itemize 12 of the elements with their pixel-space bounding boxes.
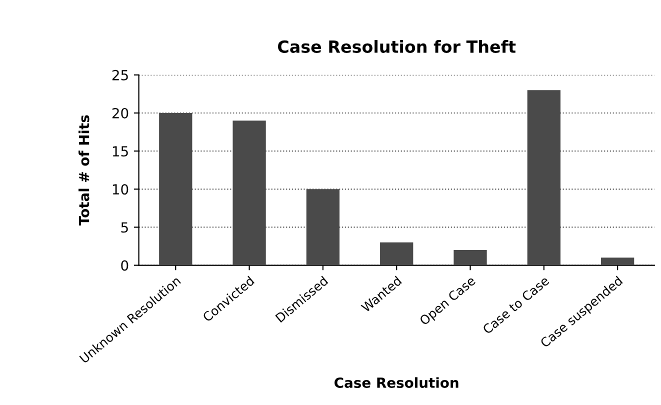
y-tick-label: 10 bbox=[112, 184, 128, 195]
bar bbox=[454, 250, 487, 266]
y-tick-label: 20 bbox=[112, 108, 128, 118]
bar bbox=[380, 242, 414, 266]
chart-title: Case Resolution for Theft bbox=[278, 40, 516, 53]
y-tick-label: 25 bbox=[112, 70, 128, 80]
y-tick-label: 0 bbox=[121, 260, 128, 271]
y-axis-title: Total # of Hits bbox=[78, 115, 90, 226]
y-tick-label: 15 bbox=[112, 146, 128, 157]
y-tick-label: 5 bbox=[121, 222, 128, 233]
bar bbox=[600, 258, 634, 266]
x-axis-title: Case Resolution bbox=[334, 377, 458, 388]
